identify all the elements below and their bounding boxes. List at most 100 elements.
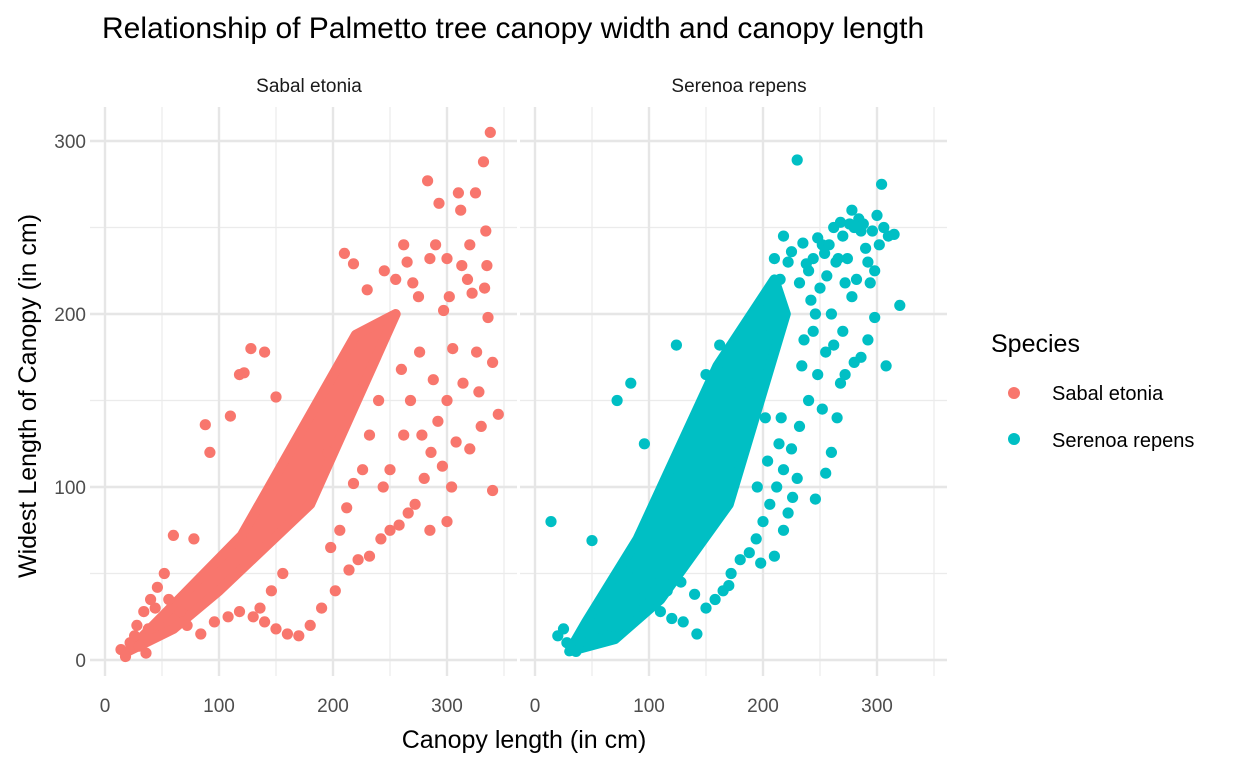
data-point [782,507,794,519]
data-point [654,606,667,618]
data-point [433,197,445,209]
data-point [751,481,763,493]
data-point [265,585,277,597]
data-point [807,253,819,265]
data-point [762,455,774,467]
data-point [785,443,798,455]
data-point [755,557,767,569]
data-point [764,498,776,510]
data-point [846,204,858,216]
data-point [846,291,858,303]
x-tick-label: 200 [747,696,779,717]
data-point [438,304,450,317]
data-point [464,443,476,455]
data-point [347,258,360,270]
data-point [407,277,419,289]
facet-strip-serenoa-repens: Serenoa repens [671,76,806,97]
data-point [224,410,236,422]
data-point [401,256,413,268]
data-point [174,606,186,618]
data-point [447,343,459,355]
data-point [725,567,737,580]
data-point [823,239,835,251]
data-point [430,239,442,251]
data-point [363,550,376,562]
data-point [254,602,266,614]
data-point [611,394,623,407]
data-point [270,623,282,635]
data-point [638,438,651,450]
data-point [814,282,826,294]
data-point [487,356,499,368]
data-point [477,156,490,168]
data-point [714,339,726,351]
data-point [140,647,152,659]
data-point [293,630,305,642]
x-tick-label: 0 [530,696,541,717]
data-point [757,516,769,528]
data-point [677,616,689,628]
data-point [259,346,271,358]
data-point [860,242,872,254]
data-point [395,363,407,375]
data-point [341,502,353,514]
data-point [888,228,900,240]
x-ticks-serenoa-repens: 0 100 200 300 [530,696,893,717]
data-point [820,467,832,479]
data-point [873,239,885,251]
data-point [581,637,594,649]
x-axis-title: Canopy length (in cm) [402,726,647,754]
data-point [709,593,721,606]
data-point [304,619,316,632]
data-point [325,541,337,554]
data-point [416,429,428,441]
data-point [461,273,474,285]
data-point [443,291,455,303]
data-point [832,253,844,265]
data-point [163,593,175,606]
data-point [363,429,376,441]
data-point [643,602,655,614]
data-point [797,237,809,249]
data-point [450,436,462,448]
data-point [245,343,257,355]
data-point [796,360,808,372]
data-point [857,218,869,230]
data-point [855,351,867,363]
data-point [338,247,350,259]
data-point [831,412,843,424]
x-tick-label: 300 [431,696,463,717]
legend-label-sabal-etonia: Sabal etonia [1052,383,1164,405]
data-point [880,360,892,372]
data-point [834,216,847,228]
data-point [864,277,876,289]
data-point [807,325,819,337]
data-point [666,612,678,625]
data-point [398,429,410,441]
data-point [424,524,436,536]
data-point [743,547,755,559]
data-point [834,377,847,389]
data-point [441,516,453,528]
data-point [771,481,783,493]
data-point [343,564,355,576]
data-point [570,645,582,658]
points-serenoa-repens [545,154,906,658]
y-tick-label: 300 [54,132,86,153]
data-point [133,640,145,652]
points-sabal-etonia [115,126,504,663]
data-point [775,412,787,424]
data-point [418,472,430,484]
data-point [839,277,851,289]
data-point [586,535,598,547]
data-point [791,472,803,484]
data-point [773,438,785,450]
y-tick-label: 200 [54,305,86,326]
data-point [456,260,468,272]
data-point [793,420,806,432]
data-point [384,524,396,536]
point-cloud-serenoa-repens [564,274,791,657]
legend-title: Species [991,330,1080,358]
data-point [469,187,482,199]
